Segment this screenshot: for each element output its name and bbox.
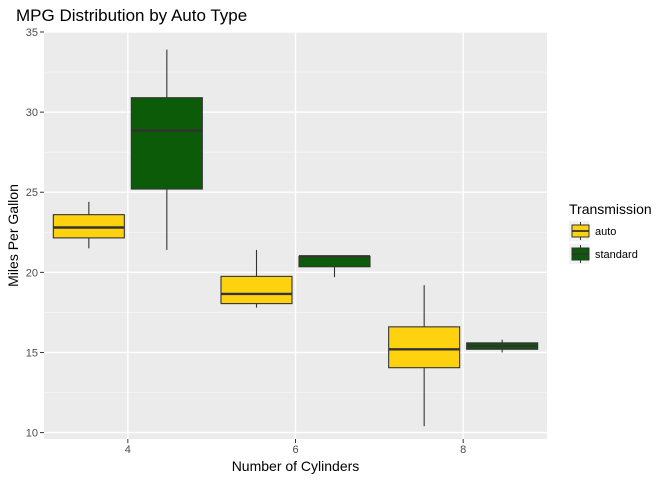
box-body — [388, 326, 461, 369]
box-standard-8 — [466, 339, 539, 353]
chart-title: MPG Distribution by Auto Type — [16, 6, 247, 25]
x-tick-label: 6 — [292, 444, 298, 456]
y-axis-title: Miles Per Gallon — [5, 184, 21, 287]
legend-title: Transmission — [569, 201, 652, 217]
legend-item-auto: auto — [569, 221, 616, 241]
legend-item-standard: standard — [569, 244, 638, 264]
y-tick-label: 35 — [26, 27, 38, 39]
x-tick-label: 8 — [460, 444, 466, 456]
legend-label: auto — [595, 226, 616, 238]
box-standard-4 — [130, 49, 203, 250]
box-body — [298, 255, 371, 268]
legend: Transmission auto standard — [569, 201, 652, 264]
y-tick-label: 20 — [26, 267, 38, 279]
box-auto-6 — [220, 249, 293, 308]
box-standard-6 — [298, 255, 371, 278]
major-gridlines — [44, 31, 547, 439]
y-tick-label: 10 — [26, 428, 38, 440]
x-axis-title: Number of Cylinders — [232, 458, 360, 474]
x-axis: 4 6 8 — [125, 439, 466, 456]
box-auto-8 — [388, 285, 461, 427]
box-series — [52, 49, 539, 427]
y-tick-label: 15 — [26, 347, 38, 359]
y-axis: 10 15 20 25 30 35 — [26, 27, 44, 440]
box-body — [220, 275, 293, 305]
box-body — [130, 97, 203, 190]
box-auto-4 — [52, 201, 125, 249]
y-tick-label: 30 — [26, 107, 38, 119]
y-tick-label: 25 — [26, 187, 38, 199]
legend-label: standard — [595, 249, 638, 261]
x-tick-label: 4 — [125, 444, 131, 456]
box-body — [52, 214, 125, 239]
